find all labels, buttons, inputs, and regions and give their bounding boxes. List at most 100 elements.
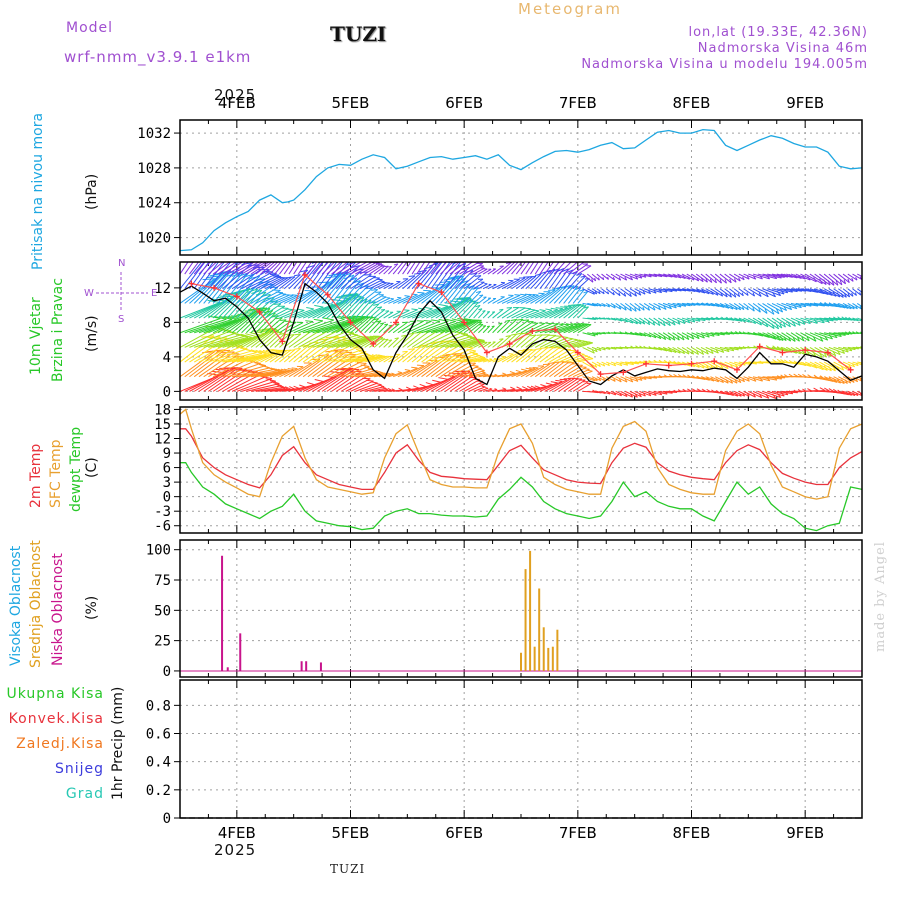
wind-arrowhead (747, 378, 750, 382)
wind-arrow (662, 288, 677, 292)
wind-arrow (449, 262, 467, 275)
wind-arrowhead (555, 307, 563, 310)
wind-arrow (800, 273, 817, 283)
wind-arrow (388, 281, 401, 290)
wind-arrow (629, 273, 643, 279)
wind-arrow (534, 334, 557, 348)
wind-arrow (553, 304, 576, 319)
wind-arrow (606, 346, 617, 350)
wind-arrow (515, 348, 533, 363)
wind-arrowhead (758, 308, 761, 313)
precip-legend-snijeg: Snijeg (54, 761, 104, 777)
wind-arrow (246, 273, 277, 290)
wind-arrow (544, 268, 560, 290)
wind-arrowhead (642, 290, 646, 295)
wind-arrowhead (478, 308, 483, 311)
wind-arrowhead (602, 378, 606, 381)
wind-arrowhead (474, 275, 482, 277)
wind-arrow (180, 317, 221, 334)
wind-arrow (392, 278, 409, 290)
wind-arrow (473, 358, 487, 363)
wind-arrow (691, 317, 706, 322)
wind-arrow (482, 268, 492, 275)
wind-arrow (577, 277, 590, 290)
wind-arrow (189, 319, 233, 334)
day-label: 6FEB (445, 824, 483, 842)
wind-arrow (478, 268, 488, 275)
wind-arrow (378, 282, 391, 290)
wind-arrow (369, 306, 383, 319)
wind-arrow (705, 288, 719, 296)
wind-arrow (615, 390, 628, 398)
wind-arrow (515, 321, 534, 334)
wind-arrow (549, 262, 560, 275)
wind-arrowhead (280, 319, 287, 322)
wind-arrow (776, 332, 791, 342)
wind-arrow (383, 339, 393, 348)
wind-arrowhead (612, 277, 616, 281)
wind-arrowhead (624, 276, 628, 281)
wind-arrow (743, 302, 755, 312)
wind-arrow (558, 324, 582, 334)
wind-arrowhead (345, 316, 358, 320)
wind-arrow (397, 262, 408, 275)
wind-arrow (743, 317, 756, 325)
cloud-bar (520, 652, 522, 671)
wind-arrow (857, 361, 862, 364)
wind-arrowhead (453, 275, 464, 280)
wind-arrow (857, 332, 862, 334)
wind-arrow (411, 330, 438, 348)
cloud-bar (533, 646, 536, 671)
wind-arrowhead (404, 309, 410, 311)
wind-arrowhead (854, 292, 857, 296)
wind-arrow (364, 373, 385, 378)
wind-arrow (842, 361, 855, 368)
wind-arrow (217, 360, 255, 378)
wind-arrowhead (482, 310, 486, 312)
wind-arrow (373, 338, 386, 348)
wind-arrowhead (234, 314, 247, 318)
wind-arrowhead (202, 278, 216, 281)
wind-arrow (748, 317, 762, 326)
wind-arrow (639, 376, 652, 380)
wind-arrow (516, 294, 536, 304)
wind-arrow (748, 390, 763, 399)
wind-arrowhead (330, 298, 344, 302)
wind-arrow (336, 363, 367, 378)
wind-arrow (667, 273, 682, 279)
wind-arrow (511, 348, 530, 363)
wind-arrow (274, 309, 294, 319)
wind-arrowhead (240, 252, 252, 253)
wind-arrowhead (619, 378, 622, 383)
wind-arrow (388, 372, 402, 378)
y-tick-label: 75 (154, 573, 171, 589)
wind-arrow (629, 317, 642, 325)
wind-arrow (544, 361, 566, 378)
wind-arrow (411, 320, 441, 334)
wind-arrow (567, 287, 582, 304)
wind-arrowhead (742, 378, 746, 382)
wind-arrow (553, 262, 566, 275)
wind-arrow (516, 309, 536, 319)
wind-arrowhead (293, 385, 300, 389)
wind-arrow (383, 266, 393, 275)
wind-arrow (492, 282, 506, 290)
wind-gust-marker (733, 366, 740, 373)
wind-arrow (383, 283, 394, 290)
wind-arrowhead (339, 351, 353, 354)
wind-arrow (572, 357, 591, 363)
wind-arrowhead (658, 306, 661, 311)
wind-arrow (857, 317, 862, 321)
wind-arrowhead (691, 388, 696, 392)
wind-arrowhead (478, 368, 485, 371)
wind-arrow (283, 347, 302, 363)
cloud-bar (226, 667, 229, 671)
year-top: 2025 (214, 86, 257, 104)
wind-arrowhead (299, 384, 306, 388)
wind-arrowhead (281, 385, 289, 390)
wind-arrow (563, 324, 585, 334)
wind-arrow (591, 376, 601, 382)
wind-arrow (539, 346, 561, 363)
wind-arrow (757, 273, 777, 280)
wind-arrow (733, 288, 744, 297)
